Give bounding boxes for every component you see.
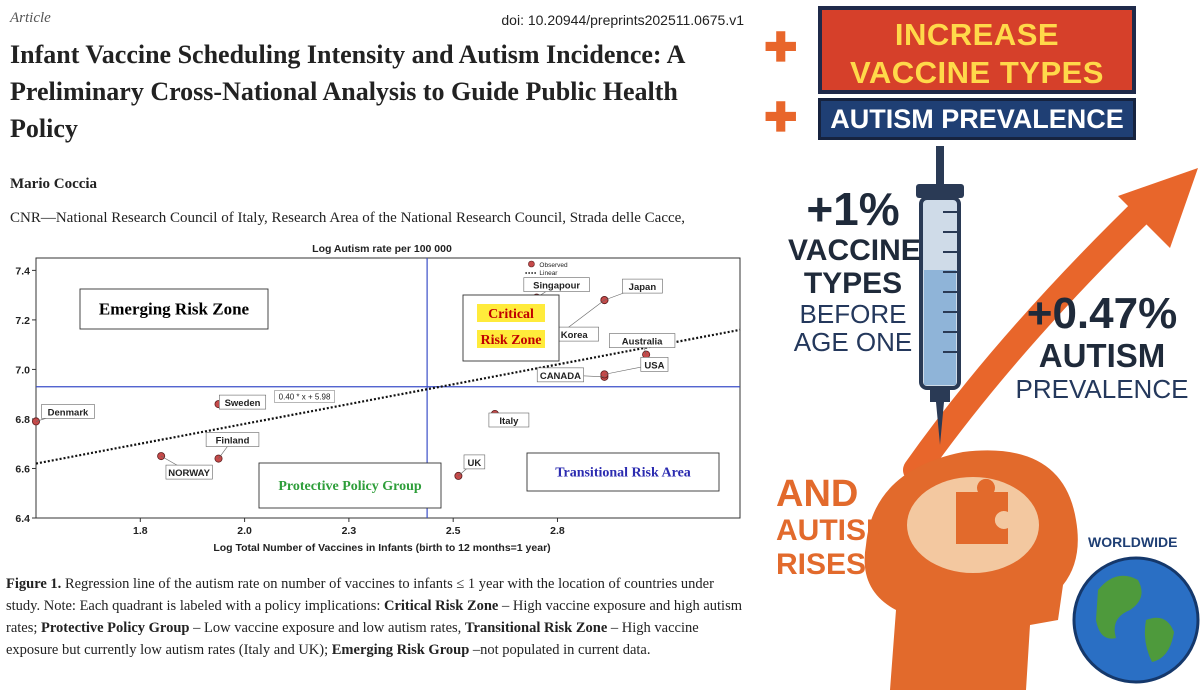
point-label: USA [644, 360, 664, 371]
point-label-box [523, 277, 590, 292]
transitional-zone-label: Transitional Risk Area [555, 466, 691, 481]
point-label: Finland [216, 436, 250, 447]
point-label-box [488, 412, 530, 428]
point-label: Sweden [225, 398, 261, 409]
figure-caption: Figure 1. Regression line of the autism … [6, 573, 750, 661]
worldwide-label: WORLDWIDE [1088, 534, 1178, 550]
paper-panel: Article doi: 10.20944/preprints202511.06… [6, 10, 750, 661]
infographic-panel: ✚ ✚ INCREASE VACCINE TYPES AUTISM PREVAL… [758, 0, 1200, 690]
point-label-box [536, 367, 584, 383]
y-tick-label: 6.6 [15, 463, 30, 475]
caption-fig-label: Figure 1. [6, 576, 62, 592]
y-tick-label: 6.4 [15, 513, 30, 525]
stat2-sublabel: PREVALENCE [1015, 374, 1189, 404]
rises-line-1: AND [776, 473, 859, 515]
stat1-sublabel: BEFORE AGE ONE [793, 299, 913, 357]
transitional-zone-box [526, 452, 720, 492]
rises-line-3: RISES... [776, 548, 892, 581]
puzzle-piece-icon [956, 478, 1008, 544]
caption-emerging: Emerging Risk Group [331, 642, 470, 658]
autism-rises-text: AND AUTISM RISES... [776, 474, 891, 582]
caption-text-3: – Low vaccine exposure and low autism ra… [189, 620, 465, 636]
point-label: CANADA [540, 371, 581, 382]
regression-equation-box [274, 390, 335, 403]
point-label-box [640, 357, 669, 372]
plus-icon-bottom: ✚ [764, 96, 798, 140]
point-label: NORWAY [168, 468, 210, 479]
stat-vaccine-types: +1% VACCINE TYPES BEFORE AGE ONE [788, 183, 921, 357]
paper-title: Infant Vaccine Scheduling Intensity and … [10, 40, 684, 143]
trend-arrow-icon [903, 187, 1166, 483]
critical-zone-highlight [477, 304, 545, 322]
x-tick-label: 2.8 [550, 525, 565, 537]
caption-text-2: – High vaccine exposure and high autism … [6, 598, 742, 636]
stat-autism: +0.47% AUTISM PREVALENCE [1002, 289, 1200, 405]
legend-linear-label: Linear [539, 270, 558, 277]
legend-observed-marker [528, 260, 535, 268]
point-label: Italy [499, 416, 519, 427]
y-tick-label: 7.4 [15, 265, 30, 277]
legend-observed-label: Observed [539, 262, 568, 269]
x-tick-label: 2.0 [237, 525, 252, 537]
protective-zone-box [258, 462, 442, 509]
point-label: Denmark [48, 407, 89, 418]
y-tick-label: 6.8 [15, 414, 30, 426]
critical-zone-highlight [477, 330, 545, 348]
protective-zone-label: Protective Policy Group [278, 479, 422, 494]
doi-text[interactable]: doi: 10.20944/preprints202511.0675.v1 [501, 12, 744, 28]
caption-text-4: – High vaccine exposure but currently lo… [6, 620, 699, 658]
syringe-icon [916, 146, 964, 445]
point-label: Japan [629, 282, 657, 293]
y-tick-label: 7.0 [15, 364, 30, 376]
critical-zone-label: Risk Zone [480, 333, 541, 348]
stat1-percent: +1% [806, 183, 900, 235]
chart-title: Log Autism rate per 100 000 [312, 243, 452, 255]
point-label: Singapour [533, 281, 580, 292]
caption-protective: Protective Policy Group [41, 620, 190, 636]
point-label-box [205, 432, 260, 447]
critical-zone-label: Critical [488, 307, 534, 322]
emerging-zone-label: Emerging Risk Zone [99, 300, 250, 319]
author-name: Mario Coccia [10, 176, 98, 192]
banner-increase-vaccine: INCREASE VACCINE TYPES [818, 6, 1136, 94]
x-axis-label: Log Total Number of Vaccines in Infants … [213, 542, 550, 554]
point-label-box [609, 333, 676, 348]
point-label-box [219, 394, 267, 410]
infographic-art [864, 146, 1200, 690]
article-label: Article [10, 10, 51, 26]
rises-line-2: AUTISM [776, 514, 891, 547]
emerging-zone-box [79, 288, 269, 330]
stat1-label: VACCINE TYPES [788, 234, 921, 300]
plus-icon-top: ✚ [764, 26, 798, 70]
x-tick-label: 2.5 [446, 525, 461, 537]
regression-line [35, 328, 741, 465]
caption-transitional: Transitional Risk Zone [464, 620, 608, 636]
caption-text-1: Regression line of the autism rate on nu… [6, 576, 714, 614]
point-label-box [165, 464, 213, 480]
scatter-chart: 0.40 * x + 5.98 Denmark NORWAY Finland Swed… [15, 243, 741, 554]
banner-autism-prevalence: AUTISM PREVALENCE [818, 98, 1136, 140]
stat2-label: AUTISM [1038, 337, 1166, 374]
x-tick-label: 2.3 [342, 525, 357, 537]
point-label: UK [468, 458, 482, 469]
point-label: Australia [622, 337, 663, 348]
y-tick-label: 7.2 [15, 315, 30, 327]
globe-icon [1072, 556, 1200, 684]
arrow-head-icon [1118, 168, 1198, 248]
caption-critical: Critical Risk Zone [383, 598, 499, 614]
stat2-percent: +0.47% [1026, 289, 1178, 338]
regression-equation: 0.40 * x + 5.98 [279, 393, 331, 402]
caption-text-5: –not populated in current data. [469, 642, 651, 658]
point-label-box [622, 278, 663, 294]
point-label-box [463, 454, 486, 470]
point-label: South Korea [531, 330, 588, 341]
point-label-box [41, 404, 95, 419]
affiliation: CNR—National Research Council of Italy, … [10, 210, 686, 226]
x-tick-label: 1.8 [133, 525, 148, 537]
